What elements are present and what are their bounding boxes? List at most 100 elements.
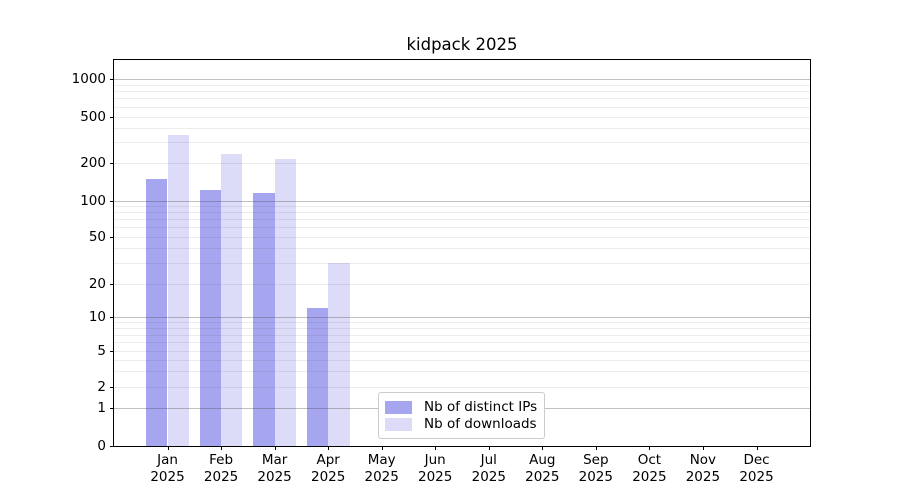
x-label-year: 2025 (471, 468, 506, 485)
x-axis-tick-label-sep: Sep 2025 (563, 452, 629, 485)
x-label-year: 2025 (632, 468, 667, 485)
x-tick-mark-nov (702, 446, 704, 450)
gridline-minor-30 (114, 262, 810, 264)
x-axis-tick-label-feb: Feb 2025 (188, 452, 254, 485)
x-tick-mark-jun (435, 446, 437, 450)
gridline-minor-4 (114, 359, 810, 361)
x-axis-tick-label-oct: Oct 2025 (616, 452, 682, 485)
y-axis-tick-label-50: 50 (88, 228, 106, 245)
gridline-minor-2 (114, 387, 810, 388)
gridline-minor-200 (114, 163, 810, 164)
legend-item-distinct-ips: Nb of distinct IPs (385, 399, 538, 415)
x-axis-tick-label-aug: Aug 2025 (509, 452, 575, 485)
bar-distinct-ips-jan (146, 178, 168, 446)
gridline-minor-8 (114, 327, 810, 329)
gridline-minor-700 (114, 98, 810, 100)
y-tick-mark-1000 (110, 79, 114, 80)
x-label-year: 2025 (739, 468, 774, 485)
y-axis-tick-label-0: 0 (97, 438, 106, 454)
x-label-month: Sep (583, 452, 609, 468)
bar-downloads-feb (221, 153, 243, 446)
y-axis-tick-label-500: 500 (80, 108, 106, 125)
bar-distinct-ips-apr (306, 308, 329, 446)
gridline-minor-5 (114, 351, 810, 352)
x-axis-tick-label-dec: Dec 2025 (724, 452, 790, 485)
x-label-month: Jun (424, 452, 446, 468)
legend-swatch-distinct-ips (385, 400, 412, 414)
x-label-year: 2025 (525, 468, 560, 485)
y-axis-tick-label-5: 5 (97, 343, 106, 359)
y-tick-mark-2 (110, 387, 114, 388)
gridline-minor-60 (114, 227, 810, 228)
gridline-minor-6 (114, 342, 810, 344)
gridline-major-100 (114, 200, 810, 202)
bar-distinct-ips-mar (253, 192, 275, 446)
y-axis-tick-label-1000: 1000 (71, 71, 106, 87)
legend-label-distinct-ips: Nb of distinct IPs (424, 399, 538, 415)
x-label-month: Jul (480, 452, 497, 468)
y-axis-tick-label-20: 20 (88, 275, 106, 292)
y-tick-mark-1 (110, 408, 114, 409)
gridline-major-1000 (114, 79, 810, 80)
x-label-year: 2025 (685, 468, 721, 485)
x-label-month: Dec (743, 452, 770, 468)
y-axis-tick-label-100: 100 (80, 192, 106, 209)
bar-downloads-apr (328, 262, 350, 446)
gridline-minor-3 (114, 371, 810, 373)
gridline-minor-800 (114, 91, 810, 93)
gridline-minor-900 (114, 84, 810, 86)
x-axis-tick-label-apr: Apr 2025 (295, 452, 361, 485)
x-axis-tick-label-nov: Nov 2025 (670, 452, 736, 485)
x-axis-tick-label-jan: Jan 2025 (135, 452, 201, 485)
x-label-month: May (367, 452, 396, 468)
bar-downloads-mar (274, 159, 296, 446)
x-tick-mark-mar (274, 446, 276, 450)
x-axis-tick-label-jul: Jul 2025 (456, 452, 522, 485)
gridline-minor-40 (114, 247, 810, 249)
x-tick-mark-feb (221, 446, 223, 450)
x-label-month: Jan (157, 452, 178, 468)
y-tick-mark-100 (110, 200, 114, 202)
x-label-year: 2025 (364, 468, 399, 485)
x-axis-tick-label-may: May 2025 (349, 452, 415, 485)
y-axis-tick-label-2: 2 (97, 379, 106, 395)
gridline-minor-7 (114, 334, 810, 336)
gridline-minor-90 (114, 206, 810, 207)
legend-swatch-downloads (385, 417, 412, 431)
x-label-year: 2025 (203, 468, 239, 485)
gridline-minor-50 (114, 236, 810, 238)
x-tick-mark-jul (488, 446, 490, 450)
y-tick-mark-500 (110, 116, 114, 118)
gridline-minor-500 (114, 116, 810, 118)
x-label-month: Oct (637, 452, 662, 468)
legend-item-downloads: Nb of downloads (385, 416, 537, 432)
x-label-month: Apr (316, 452, 340, 468)
gridline-major-10 (114, 317, 810, 318)
x-label-month: Feb (209, 452, 234, 468)
gridline-minor-80 (114, 212, 810, 214)
x-label-month: Mar (261, 452, 288, 468)
x-label-year: 2025 (257, 468, 292, 485)
x-tick-mark-dec (756, 446, 758, 450)
gridline-minor-600 (114, 106, 810, 108)
x-label-year: 2025 (578, 468, 613, 485)
y-tick-mark-5 (110, 351, 114, 352)
x-axis-tick-label-mar: Mar 2025 (242, 452, 308, 485)
y-tick-mark-200 (110, 163, 114, 164)
x-tick-mark-oct (649, 446, 651, 450)
gridline-minor-20 (114, 283, 810, 285)
y-tick-mark-0 (110, 446, 114, 447)
x-tick-mark-aug (542, 446, 544, 450)
y-tick-mark-10 (110, 317, 114, 318)
bar-distinct-ips-feb (199, 189, 222, 446)
gridline-minor-400 (114, 127, 810, 129)
legend-label-downloads: Nb of downloads (424, 416, 537, 432)
y-axis-tick-label-1: 1 (97, 400, 106, 416)
y-tick-mark-20 (110, 283, 114, 285)
x-axis-tick-label-jun: Jun 2025 (402, 452, 468, 485)
x-label-year: 2025 (418, 468, 453, 485)
x-tick-mark-sep (595, 446, 597, 450)
gridline-minor-9 (114, 322, 810, 324)
x-label-month: Aug (529, 452, 556, 468)
